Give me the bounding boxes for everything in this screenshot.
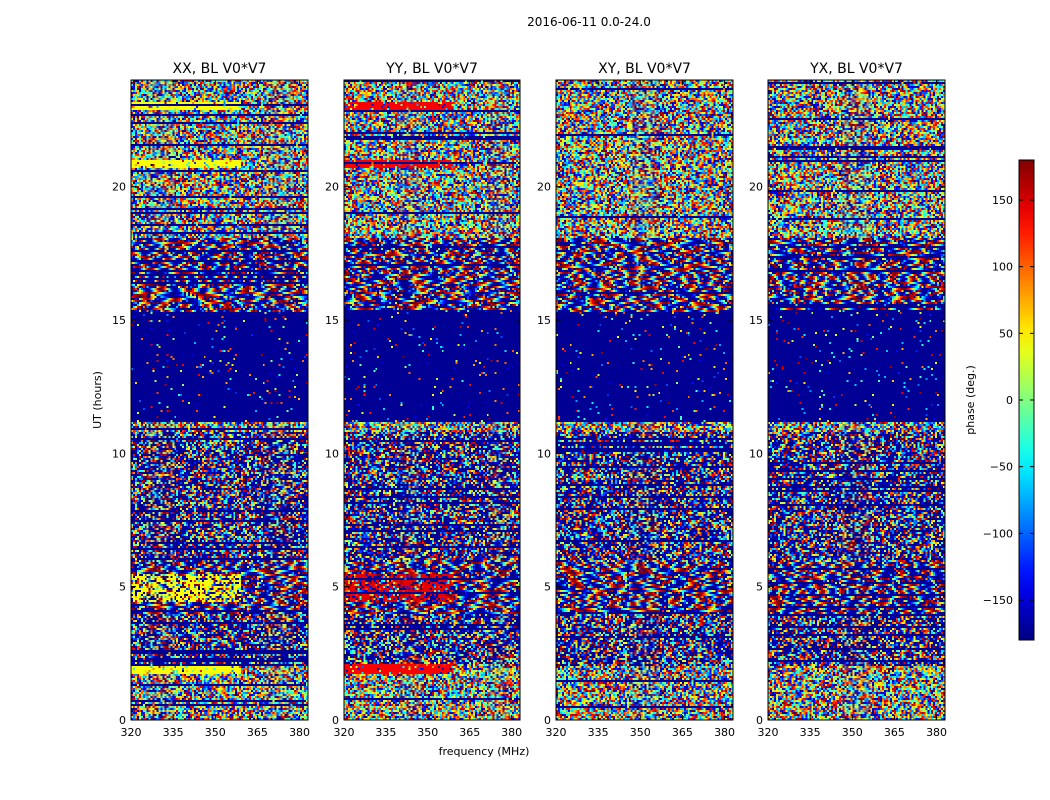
y-tick-label: 20 — [325, 181, 339, 194]
colorbar: 150 100 50 0 −50 −100 −150 phase (deg.) — [964, 159, 1035, 641]
y-tick-label: 5 — [756, 581, 763, 594]
panel-title: YY, BL V0*V7 — [385, 61, 478, 77]
panel-yy: YY, BL V0*V7 320 335 350 365 380 0 5 10 15 20 frequ… — [325, 61, 529, 758]
x-tick-label: 365 — [247, 726, 268, 739]
y-tick-label: 10 — [537, 447, 551, 460]
x-tick-label: 380 — [289, 726, 310, 739]
y-tick-label: 0 — [756, 714, 763, 727]
y-tick-label: 0 — [544, 714, 551, 727]
y-tick-label: 5 — [332, 581, 339, 594]
x-tick-label: 350 — [842, 726, 863, 739]
x-tick-label: 350 — [205, 726, 226, 739]
y-tick-label: 20 — [112, 181, 126, 194]
x-tick-label: 335 — [163, 726, 184, 739]
axes-frame — [343, 79, 521, 721]
panel-xy: XY, BL V0*V7 320 335 350 365 380 0 5 10 15 20 — [537, 61, 735, 739]
x-tick-label: 320 — [334, 726, 355, 739]
y-tick-label: 0 — [119, 714, 126, 727]
y-tick-label: 15 — [749, 314, 763, 327]
panel-title: YX, BL V0*V7 — [809, 61, 903, 77]
x-axis-label: frequency (MHz) — [439, 745, 530, 758]
y-tick-label: 20 — [537, 181, 551, 194]
y-tick-label: 10 — [112, 447, 126, 460]
x-tick-label: 350 — [417, 726, 438, 739]
x-tick-label: 335 — [375, 726, 396, 739]
heatmap-image — [344, 80, 520, 720]
x-tick-label: 380 — [714, 726, 735, 739]
axes-frame — [555, 79, 734, 721]
x-tick-label: 320 — [758, 726, 779, 739]
y-tick-label: 5 — [544, 581, 551, 594]
axes-frame — [767, 79, 946, 721]
y-axis-label: UT (hours) — [91, 371, 104, 429]
heatmap-image — [768, 80, 945, 720]
heatmap-image — [556, 80, 733, 720]
x-tick-label: 350 — [630, 726, 651, 739]
colorbar-tick-label: 100 — [992, 261, 1013, 274]
panel-title: XX, BL V0*V7 — [173, 61, 267, 77]
axes-frame — [130, 79, 309, 721]
colorbar-tick-label: −100 — [983, 527, 1013, 540]
y-tick-label: 15 — [325, 314, 339, 327]
colorbar-tick-label: 50 — [999, 327, 1013, 340]
y-tick-label: 10 — [325, 447, 339, 460]
y-tick-label: 15 — [112, 314, 126, 327]
y-tick-label: 0 — [332, 714, 339, 727]
y-tick-label: 20 — [749, 181, 763, 194]
figure-suptitle: 2016-06-11 0.0-24.0 — [527, 15, 651, 29]
y-tick-label: 10 — [749, 447, 763, 460]
x-tick-label: 320 — [121, 726, 142, 739]
panel-yx: YX, BL V0*V7 320 335 350 365 380 0 5 10 15 20 — [749, 61, 947, 739]
x-tick-label: 380 — [501, 726, 522, 739]
x-tick-label: 335 — [800, 726, 821, 739]
x-tick-label: 320 — [546, 726, 567, 739]
x-tick-label: 365 — [672, 726, 693, 739]
colorbar-tick-label: 0 — [1006, 394, 1013, 407]
colorbar-label: phase (deg.) — [964, 365, 977, 435]
x-tick-label: 380 — [926, 726, 947, 739]
colorbar-tick-label: −50 — [990, 461, 1013, 474]
panel-xx: XX, BL V0*V7 320 335 350 365 380 0 5 10 15 20 UT (h… — [91, 61, 310, 739]
y-tick-label: 5 — [119, 581, 126, 594]
colorbar-tick-label: 150 — [992, 194, 1013, 207]
x-tick-label: 335 — [588, 726, 609, 739]
colorbar-tick-label: −150 — [983, 594, 1013, 607]
y-tick-label: 15 — [537, 314, 551, 327]
x-tick-label: 365 — [884, 726, 905, 739]
heatmap-image — [131, 80, 308, 720]
panel-title: XY, BL V0*V7 — [598, 61, 691, 77]
x-tick-label: 365 — [459, 726, 480, 739]
